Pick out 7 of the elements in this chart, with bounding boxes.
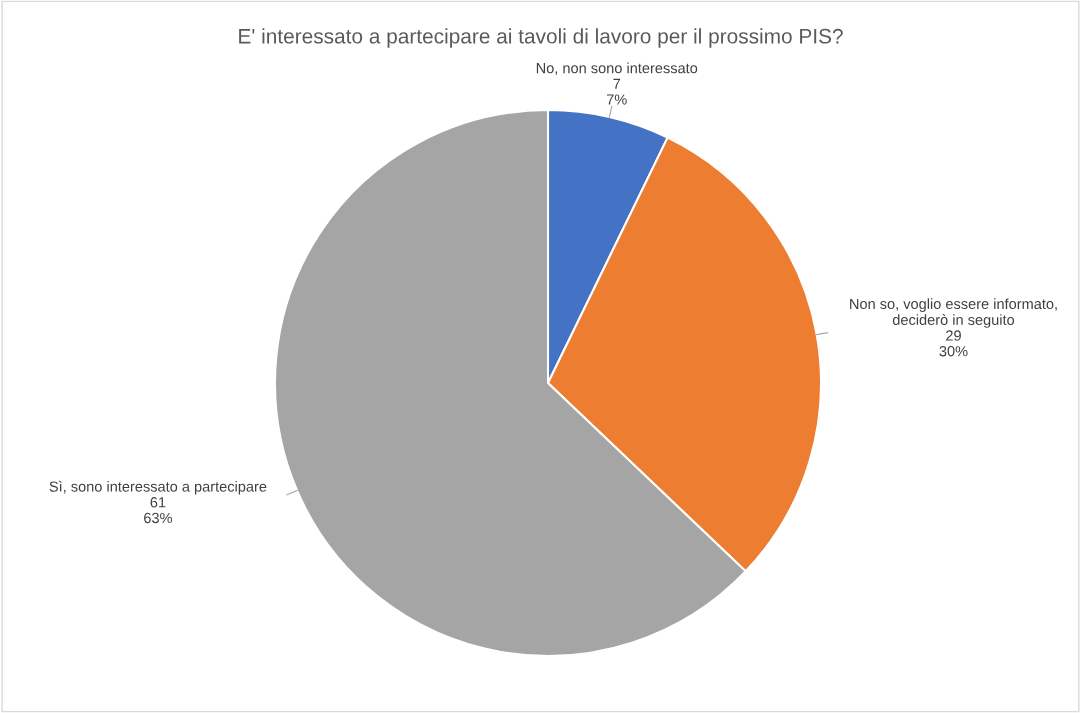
slice-label: Non so, voglio essere informato, deciderò in seguito: [850, 298, 1057, 328]
data-label: 7 7%: [606, 78, 627, 105]
slice-label: No, non sono interessato: [536, 62, 698, 75]
legend-label: Sì, sono interessato a partecipare: [49, 480, 267, 495]
chart-title: E' interessato a partecipare ai tavoli di lavoro per il prossimo PIS?: [239, 28, 843, 48]
data-label: 61 63%: [144, 497, 173, 524]
data-label: 29 30%: [939, 330, 968, 357]
